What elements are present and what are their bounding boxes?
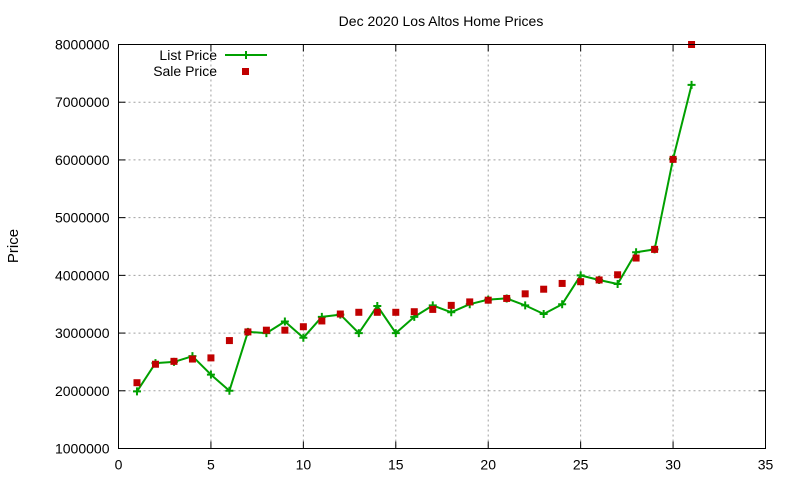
legend: List Price Sale Price <box>153 47 267 79</box>
x-tick-label: 25 <box>573 457 589 473</box>
sale-price-point <box>484 296 492 304</box>
list-price-point <box>299 333 308 342</box>
list-price-point <box>206 370 215 379</box>
sale-price-point <box>632 254 640 262</box>
list-price-point <box>391 329 400 338</box>
y-tick-label: 4000000 <box>55 267 110 283</box>
list-price-point <box>613 280 622 289</box>
series-layer <box>132 41 696 396</box>
x-tick-label: 0 <box>115 457 123 473</box>
chart-title: Dec 2020 Los Altos Home Prices <box>339 13 544 29</box>
legend-label-list-price: List Price <box>159 47 217 63</box>
sale-price-point <box>466 298 474 306</box>
legend-marker-list-price <box>242 51 250 59</box>
axis-ticks: 1000000 2000000 3000000 4000000 5000000 60000… <box>55 37 774 473</box>
sale-price-point <box>669 155 677 163</box>
sale-price-point <box>336 310 344 318</box>
y-tick-label: 3000000 <box>55 325 110 341</box>
sale-price-point <box>595 276 603 284</box>
sale-price-point <box>410 308 418 316</box>
sale-price-point <box>558 279 566 287</box>
sale-price-point <box>225 337 233 345</box>
sale-price-point <box>577 278 585 286</box>
list-price-point <box>354 329 363 338</box>
y-tick-label: 5000000 <box>55 210 110 226</box>
y-axis-label: Price <box>5 229 22 263</box>
legend-marker-sale-price <box>242 68 249 75</box>
y-tick-label: 6000000 <box>55 152 110 168</box>
sale-price-point <box>373 308 381 316</box>
y-tick-label: 7000000 <box>55 94 110 110</box>
sale-price-point <box>299 323 307 331</box>
x-tick-label: 15 <box>388 457 404 473</box>
list-price-point <box>225 386 234 395</box>
y-tick-label: 2000000 <box>55 383 110 399</box>
x-tick-label: 35 <box>758 457 774 473</box>
sale-price-point <box>133 379 141 387</box>
sale-price-point <box>244 328 252 336</box>
list-price-point <box>558 300 567 309</box>
legend-label-sale-price: Sale Price <box>153 63 217 79</box>
x-tick-label: 20 <box>480 457 496 473</box>
y-tick-label: 8000000 <box>55 37 110 53</box>
sale-price-point <box>614 271 622 279</box>
sale-price-point <box>429 305 437 313</box>
sale-price-point <box>355 308 363 316</box>
sale-price-point <box>447 301 455 309</box>
x-tick-label: 5 <box>207 457 215 473</box>
list-price-point <box>539 310 548 319</box>
list-price-point <box>687 80 696 89</box>
sale-price-point <box>318 317 326 325</box>
list-price-point <box>521 301 530 310</box>
sale-price-point <box>188 355 196 363</box>
list-price-point <box>576 271 585 280</box>
list-price-point <box>132 387 141 396</box>
sale-price-point <box>151 360 159 368</box>
y-tick-label: 1000000 <box>55 441 110 457</box>
sale-price-point <box>392 308 400 316</box>
x-tick-label: 10 <box>296 457 312 473</box>
sale-price-point <box>503 294 511 302</box>
sale-price-point <box>170 357 178 365</box>
series-line-list-price <box>136 84 693 392</box>
grid-lines <box>118 44 766 449</box>
x-tick-label: 30 <box>665 457 681 473</box>
list-price-point <box>447 308 456 317</box>
sale-price-point <box>540 285 548 293</box>
plot-frame <box>118 44 766 449</box>
sale-price-point <box>521 290 529 298</box>
sale-price-point <box>281 326 289 334</box>
sale-price-point <box>262 326 270 334</box>
sale-price-point <box>651 245 659 253</box>
sale-price-point <box>207 354 215 362</box>
list-price-point <box>280 317 289 326</box>
list-price-point <box>373 301 382 310</box>
